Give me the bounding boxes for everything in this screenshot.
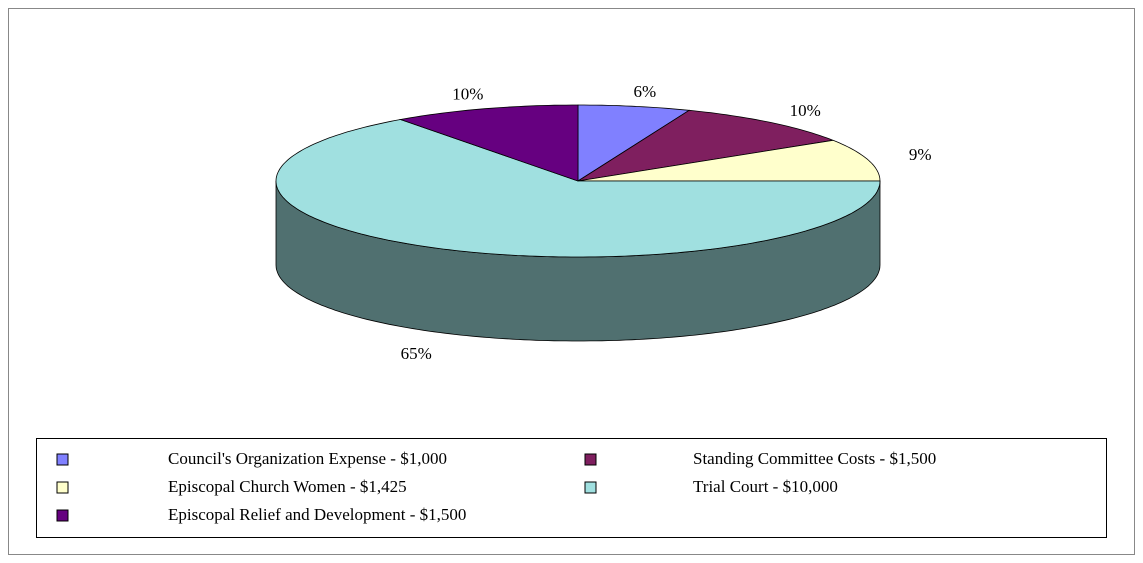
legend-marker [584, 481, 597, 494]
data-label: 10% [790, 101, 821, 120]
data-label: 9% [909, 145, 932, 164]
legend-label: Council's Organization Expense - $1,000 [168, 449, 447, 468]
legend-marker [56, 453, 69, 466]
legend-marker [584, 453, 597, 466]
legend-label: Standing Committee Costs - $1,500 [693, 449, 936, 468]
legend-box [36, 438, 1107, 538]
legend-label: Trial Court - $10,000 [693, 477, 838, 496]
pie: 6% 10% 9% 65% 10% [275, 82, 932, 363]
pie-slice [577, 109, 835, 182]
data-label: 65% [401, 344, 432, 363]
legend-marker [56, 481, 69, 494]
pie-slice [577, 104, 691, 182]
data-label: 6% [633, 82, 656, 101]
pie-slice [398, 104, 579, 182]
pie-slice [275, 119, 881, 258]
data-label: 10% [452, 85, 483, 104]
pie-slice [577, 139, 881, 182]
legend: Council's Organization Expense - $1,000 S… [56, 449, 936, 524]
legend-label: Episcopal Relief and Development - $1,50… [168, 505, 466, 524]
legend-label: Episcopal Church Women - $1,425 [168, 477, 407, 496]
legend-marker [56, 509, 69, 522]
